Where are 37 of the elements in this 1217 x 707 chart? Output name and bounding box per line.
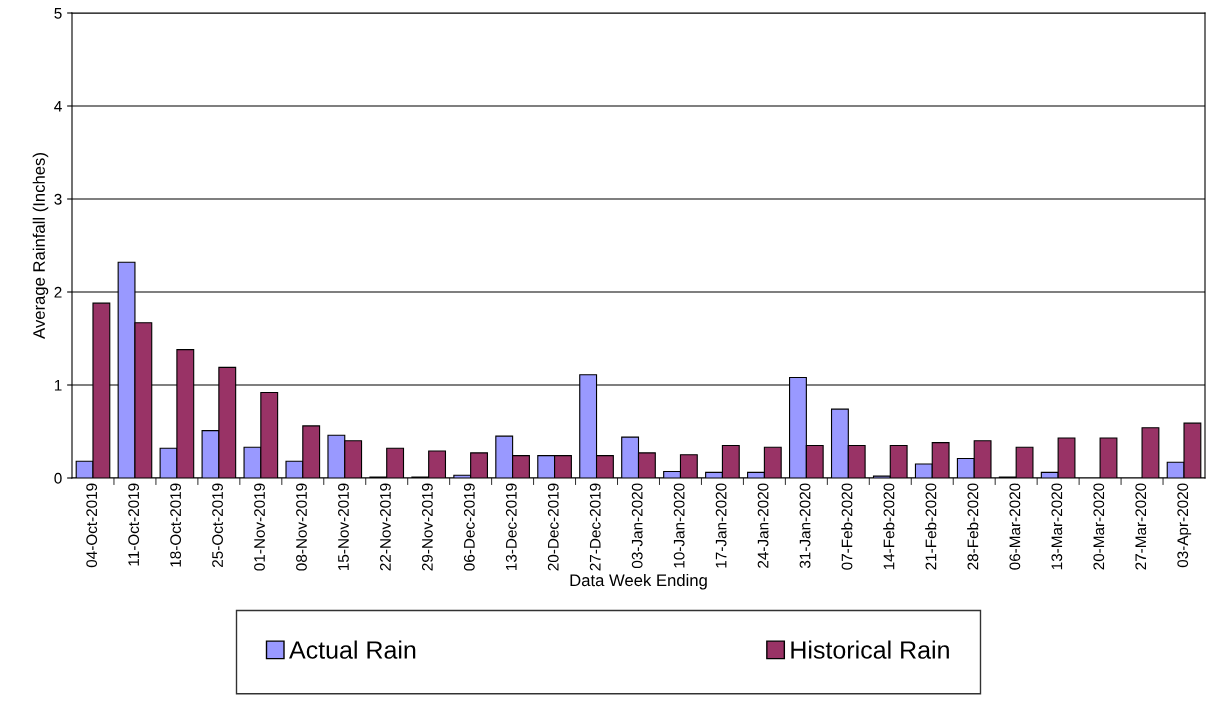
x-tick-label: 15-Nov-2019 xyxy=(338,483,349,571)
x-tick-label: 17-Jan-2020 xyxy=(715,483,727,568)
x-tick-label: 27-Mar-2020 xyxy=(1135,483,1147,570)
legend-label: Actual Rain xyxy=(289,640,416,659)
y-axis-title: Average Rainfall (Inches) xyxy=(32,153,49,339)
x-tick-label: 01-Nov-2019 xyxy=(254,483,265,571)
x-tick-label: 28-Feb-2020 xyxy=(967,483,979,570)
y-tick-label: 1 xyxy=(54,380,62,391)
x-tick-label: 13-Mar-2020 xyxy=(1051,483,1063,570)
x-tick-label: 03-Apr-2020 xyxy=(1177,483,1192,568)
x-tick-label: 03-Jan-2020 xyxy=(631,483,643,569)
y-tick-label: 4 xyxy=(54,101,62,112)
legend-label: Historical Rain xyxy=(791,640,949,659)
x-tick-label: 13-Dec-2019 xyxy=(505,483,517,571)
x-tick-label: 27-Dec-2019 xyxy=(589,483,601,571)
x-tick-label: 08-Nov-2019 xyxy=(296,483,307,571)
x-tick-label: 14-Feb-2020 xyxy=(883,483,895,570)
x-tick-label: 21-Feb-2020 xyxy=(925,483,937,570)
y-tick-label: 5 xyxy=(54,8,62,19)
x-tick-label: 11-Oct-2019 xyxy=(128,483,140,566)
x-tick-label: 24-Jan-2020 xyxy=(757,483,769,568)
x-tick-label: 31-Jan-2020 xyxy=(799,483,811,569)
x-tick-label: 25-Oct-2019 xyxy=(212,483,223,568)
y-tick-label: 3 xyxy=(54,193,62,205)
x-tick-label: 06-Mar-2020 xyxy=(1009,483,1021,570)
y-tick-label: 2 xyxy=(54,286,62,298)
x-tick-label: 10-Jan-2020 xyxy=(673,483,685,568)
x-tick-label: 07-Feb-2020 xyxy=(841,483,853,570)
x-tick-label: 04-Oct-2019 xyxy=(86,483,98,568)
x-tick-label: 22-Nov-2019 xyxy=(380,483,391,571)
x-axis-title: Data Week Ending xyxy=(570,573,707,590)
y-tick-label: 0 xyxy=(54,472,62,484)
x-tick-label: 29-Nov-2019 xyxy=(421,483,433,571)
x-tick-label: 18-Oct-2019 xyxy=(170,483,182,567)
x-tick-label: 20-Mar-2020 xyxy=(1093,483,1105,570)
x-tick-label: 06-Dec-2019 xyxy=(463,483,475,571)
x-tick-label: 20-Dec-2019 xyxy=(547,483,559,571)
